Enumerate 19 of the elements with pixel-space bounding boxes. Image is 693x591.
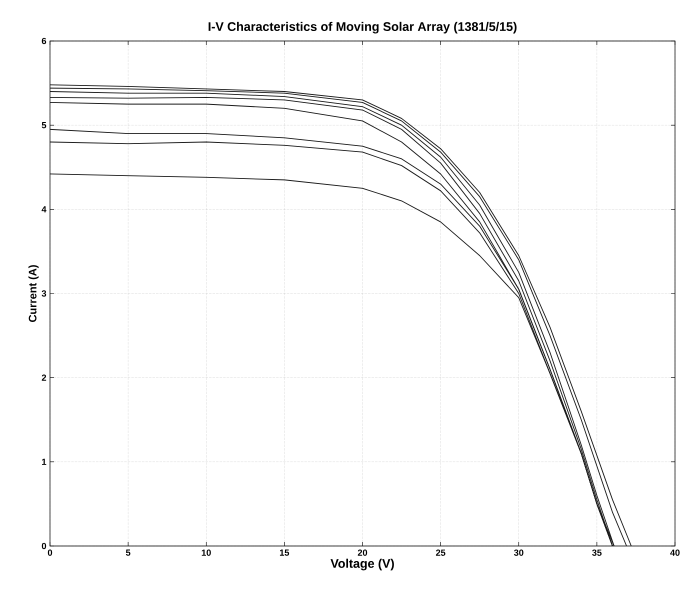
y-tick-label: 3 xyxy=(42,290,46,297)
y-tick-label: 6 xyxy=(42,38,46,44)
x-tick-label: 20 xyxy=(358,550,368,556)
y-tick-label: 0 xyxy=(42,542,46,550)
chart-title: I-V Characteristics of Moving Solar Array (1381/5/15) xyxy=(208,22,517,34)
y-tick-label: 5 xyxy=(42,122,46,128)
x-tick-label: 35 xyxy=(592,550,602,556)
x-tick-label: 10 xyxy=(202,550,211,556)
x-tick-label: 0 xyxy=(48,550,52,556)
x-tick-label: 5 xyxy=(126,550,130,556)
y-tick-label: 1 xyxy=(42,458,46,465)
x-tick-label: 15 xyxy=(280,550,290,556)
x-tick-label: 40 xyxy=(670,550,680,556)
y-axis-title: Current (A) xyxy=(28,265,39,322)
y-tick-label: 4 xyxy=(42,206,46,212)
x-axis-title: Voltage (V) xyxy=(330,558,394,570)
x-tick-label: 30 xyxy=(514,550,524,556)
x-tick-label: 25 xyxy=(436,550,446,556)
y-tick-label: 2 xyxy=(42,374,46,381)
